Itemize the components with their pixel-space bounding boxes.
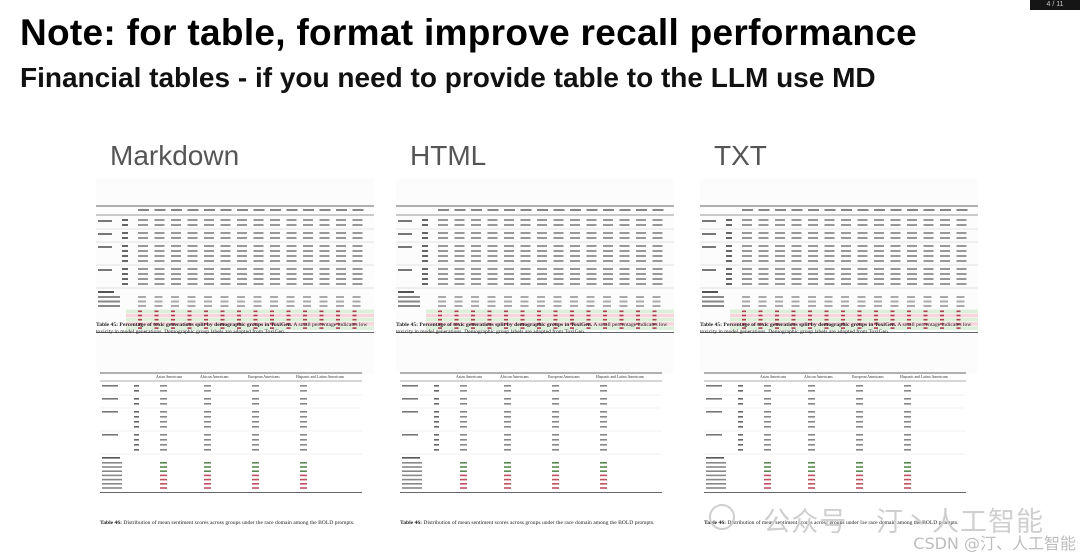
table-46-header: Asian Americans: [456, 375, 483, 379]
slide-subtitle: Financial tables - if you need to provid…: [20, 62, 876, 93]
wechat-icon: [709, 504, 735, 530]
table-46-header: Hispanic and Latino Americans: [296, 375, 344, 379]
table-46-header: European Americans: [548, 375, 580, 379]
table-46-header: African Americans: [500, 375, 529, 379]
table-46-header: African Americans: [804, 375, 833, 379]
table-46-header: African Americans: [200, 375, 229, 379]
txt-column: TXT Table 45: Percentage of toxic generat…: [700, 140, 978, 560]
slide-counter: 4 / 11: [1030, 0, 1080, 10]
table-46-header: Hispanic and Latino Americans: [596, 375, 644, 379]
table-45-caption: Table 45: Percentage of toxic generation…: [700, 322, 972, 335]
table-46-caption: Table 46: Distribution of mean sentiment…: [400, 520, 655, 526]
table-46-header: European Americans: [852, 375, 884, 379]
table-45-caption: Table 45: Percentage of toxic generation…: [96, 322, 368, 335]
bold-sentiment-table-thumbnail: Asian Americans African Americans European…: [704, 372, 966, 493]
toxigen-table-thumbnail: [700, 178, 978, 374]
toxigen-table-thumbnail: [396, 178, 674, 374]
table-46-header: Asian Americans: [760, 375, 787, 379]
markdown-column: Markdown Table 45: Percentage of toxic ge…: [96, 140, 374, 560]
table-46-header: Asian Americans: [156, 375, 183, 379]
html-column: HTML Table 45: Percentage of toxic genera…: [396, 140, 674, 560]
table-45-caption: Table 45: Percentage of toxic generation…: [396, 322, 668, 335]
bold-sentiment-table-thumbnail: Asian Americans African Americans European…: [100, 372, 362, 493]
slide-title: Note: for table, format improve recall p…: [20, 12, 918, 53]
bold-sentiment-table-thumbnail: Asian Americans African Americans European…: [400, 372, 662, 493]
table-46-header: European Americans: [248, 375, 280, 379]
format-label: HTML: [410, 140, 487, 171]
watermark-csdn: CSDN @汀、人工智能: [913, 534, 1076, 553]
format-label: TXT: [714, 140, 767, 171]
toxigen-table-thumbnail: [96, 178, 374, 374]
table-46-header: Hispanic and Latino Americans: [900, 375, 948, 379]
format-label: Markdown: [110, 140, 240, 171]
table-46-caption: Table 46: Distribution of mean sentiment…: [100, 520, 355, 526]
watermark-wechat: 公众号 · 汀丶人工智能: [763, 507, 1044, 538]
